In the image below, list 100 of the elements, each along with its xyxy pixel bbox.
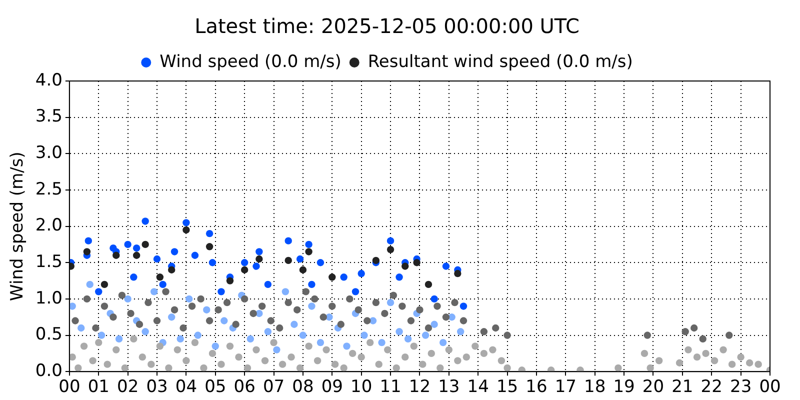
point <box>168 266 176 274</box>
point <box>308 280 316 288</box>
y-tick-label: 2.5 <box>35 179 62 200</box>
point <box>191 252 199 259</box>
x-tick-label: 06 <box>234 377 256 398</box>
point <box>156 274 164 281</box>
point <box>124 240 132 248</box>
point <box>232 320 240 328</box>
point <box>328 274 336 281</box>
point <box>352 288 360 296</box>
point <box>390 292 398 299</box>
point <box>308 302 316 310</box>
point <box>78 324 85 332</box>
point <box>256 255 263 263</box>
point <box>378 338 386 346</box>
point <box>218 288 225 296</box>
point <box>290 320 298 328</box>
point <box>358 270 365 278</box>
y-tick-label: 4.0 <box>35 70 62 90</box>
point <box>182 226 190 234</box>
point <box>142 328 149 336</box>
point <box>144 298 152 306</box>
point <box>404 335 412 343</box>
x-tick-label: 04 <box>175 377 198 398</box>
point <box>180 324 187 332</box>
point <box>188 302 196 310</box>
point <box>118 292 126 299</box>
point <box>402 262 409 270</box>
point <box>451 298 458 306</box>
y-axis-title: Wind speed (m/s) <box>8 152 28 301</box>
point <box>699 335 706 343</box>
point <box>337 320 345 328</box>
point <box>284 298 292 306</box>
point <box>170 248 178 256</box>
point <box>386 237 394 244</box>
x-tick-label: 18 <box>584 377 606 398</box>
x-tick-label: 00 <box>759 377 781 398</box>
point <box>424 280 432 288</box>
point <box>194 332 202 339</box>
point <box>442 314 450 321</box>
point <box>682 328 689 336</box>
point <box>343 342 350 350</box>
point <box>246 335 254 343</box>
point <box>240 259 248 266</box>
legend-label: Wind speed (0.0 m/s) <box>160 52 342 72</box>
point <box>182 219 190 226</box>
x-tick-label: 08 <box>292 377 314 398</box>
y-tick-label: 2.0 <box>35 216 62 236</box>
point <box>346 295 354 303</box>
point <box>386 298 394 306</box>
point <box>480 328 488 336</box>
point <box>84 237 92 244</box>
point <box>282 288 290 296</box>
point <box>369 317 377 324</box>
point <box>299 266 307 274</box>
point <box>398 302 406 310</box>
point <box>364 317 371 324</box>
point <box>170 306 178 314</box>
point <box>311 295 318 303</box>
chart-title: Latest time: 2025-12-05 00:00:00 UTC <box>194 14 580 38</box>
point <box>98 332 106 339</box>
x-tick-label: 22 <box>700 377 722 398</box>
point <box>460 317 468 324</box>
point <box>206 317 214 324</box>
x-tick-label: 20 <box>642 377 664 398</box>
point <box>276 324 284 332</box>
point <box>95 288 102 296</box>
point <box>504 332 511 339</box>
point <box>381 310 388 318</box>
point <box>299 332 307 339</box>
x-tick-label: 14 <box>467 377 489 398</box>
point <box>112 252 120 259</box>
point <box>305 248 312 256</box>
point <box>413 259 420 266</box>
point <box>690 324 698 332</box>
point <box>186 295 193 303</box>
point <box>203 306 210 314</box>
point <box>284 237 292 244</box>
point <box>316 259 324 266</box>
point <box>454 270 462 278</box>
point <box>136 320 144 328</box>
x-tick-label: 01 <box>88 377 110 398</box>
point <box>644 332 651 339</box>
y-tick-label: 1.5 <box>35 252 62 272</box>
point <box>430 320 438 328</box>
x-tick-label: 09 <box>321 377 343 398</box>
point <box>83 248 91 256</box>
point <box>168 314 176 321</box>
point <box>100 280 108 288</box>
y-tick-label: 0.5 <box>35 324 62 345</box>
point <box>72 317 79 324</box>
point <box>159 280 166 288</box>
y-tick-label: 1.0 <box>35 288 62 308</box>
x-tick-label: 05 <box>204 377 226 398</box>
point <box>264 280 272 288</box>
point <box>354 306 362 314</box>
point <box>69 302 76 310</box>
point <box>430 295 438 303</box>
point <box>264 328 272 336</box>
point <box>320 314 327 321</box>
